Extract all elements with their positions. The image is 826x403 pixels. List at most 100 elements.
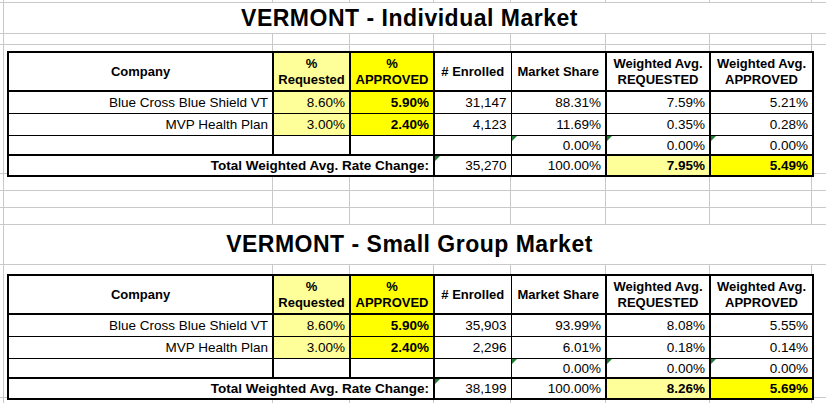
gridline-horizontal xyxy=(0,190,826,191)
header-enrolled[interactable]: # Enrolled xyxy=(434,275,511,314)
cell-pct-approved[interactable]: 2.40% xyxy=(350,114,434,136)
header-line: % xyxy=(274,279,349,295)
cell-market-share[interactable]: 0.00% xyxy=(511,136,606,156)
cell-company[interactable] xyxy=(8,359,273,379)
cell-pct-approved[interactable]: 5.90% xyxy=(350,314,434,337)
header-line: Weighted Avg. xyxy=(711,279,812,295)
cell-enrolled[interactable]: 35,903 xyxy=(434,314,511,337)
header-line: Weighted Avg. xyxy=(607,56,709,72)
table-row: MVP Health Plan 3.00% 2.40% 2,296 6.01% … xyxy=(8,337,813,359)
cell-enrolled[interactable] xyxy=(434,359,511,379)
header-market-share[interactable]: Market Share xyxy=(511,52,606,91)
cell-weighted-avg-approved[interactable]: 0.28% xyxy=(710,114,813,136)
header-line: REQUESTED xyxy=(607,72,709,88)
total-weighted-avg-requested[interactable]: 7.95% xyxy=(606,155,710,176)
cell-enrolled[interactable]: 4,123 xyxy=(434,114,511,136)
total-weighted-avg-approved[interactable]: 5.69% xyxy=(710,378,813,399)
spreadsheet-page: VERMONT - Individual Market VERMONT - Sm… xyxy=(0,0,826,403)
cell-enrolled[interactable] xyxy=(434,136,511,156)
header-pct-requested[interactable]: % Requested xyxy=(273,275,350,314)
cell-pct-approved[interactable] xyxy=(350,359,434,379)
header-line: % xyxy=(351,279,433,295)
cell-pct-approved[interactable]: 2.40% xyxy=(350,337,434,359)
header-company[interactable]: Company xyxy=(8,52,273,91)
cell-value: 0.00% xyxy=(667,138,705,153)
cell-company[interactable] xyxy=(8,136,273,156)
cell-pct-requested[interactable]: 3.00% xyxy=(273,337,350,359)
total-weighted-avg-requested[interactable]: 8.26% xyxy=(606,378,710,399)
total-enrolled[interactable]: 35,270 xyxy=(434,155,511,176)
cell-weighted-avg-requested[interactable]: 0.35% xyxy=(606,114,710,136)
cell-pct-requested[interactable] xyxy=(273,136,350,156)
total-weighted-avg-approved[interactable]: 5.49% xyxy=(710,155,813,176)
cell-value: 0.00% xyxy=(563,361,601,376)
cell-pct-requested[interactable] xyxy=(273,359,350,379)
header-line: APPROVED xyxy=(351,295,433,311)
header-market-share[interactable]: Market Share xyxy=(511,275,606,314)
header-line: % xyxy=(274,56,349,72)
cell-market-share[interactable]: 88.31% xyxy=(511,91,606,114)
gridline-horizontal xyxy=(0,207,826,208)
cell-weighted-avg-approved[interactable]: 0.14% xyxy=(710,337,813,359)
cell-value: 0.00% xyxy=(770,138,808,153)
total-market-share[interactable]: 100.00% xyxy=(511,155,606,176)
cell-enrolled[interactable]: 2,296 xyxy=(434,337,511,359)
cell-market-share[interactable]: 93.99% xyxy=(511,314,606,337)
header-line: % xyxy=(351,56,433,72)
cell-company[interactable]: MVP Health Plan xyxy=(8,114,273,136)
cell-market-share[interactable]: 0.00% xyxy=(511,359,606,379)
header-company[interactable]: Company xyxy=(8,275,273,314)
cell-flag-triangle xyxy=(711,359,716,364)
cell-pct-approved[interactable] xyxy=(350,136,434,156)
table-row: 0.00% 0.00% 0.00% xyxy=(8,359,813,379)
gridline-horizontal xyxy=(0,44,826,45)
header-line: APPROVED xyxy=(711,72,812,88)
total-enrolled[interactable]: 38,199 xyxy=(434,378,511,399)
header-pct-requested[interactable]: % Requested xyxy=(273,52,350,91)
header-pct-approved[interactable]: % APPROVED xyxy=(350,275,434,314)
header-weighted-avg-requested[interactable]: Weighted Avg. REQUESTED xyxy=(606,275,710,314)
cell-value: 0.00% xyxy=(563,138,601,153)
cell-pct-requested[interactable]: 3.00% xyxy=(273,114,350,136)
header-row: Company % Requested % APPROVED # Enrolle… xyxy=(8,275,813,314)
cell-company[interactable]: Blue Cross Blue Shield VT xyxy=(8,314,273,337)
table-row: Blue Cross Blue Shield VT 8.60% 5.90% 35… xyxy=(8,314,813,337)
cell-flag-triangle xyxy=(435,156,440,161)
cell-weighted-avg-requested[interactable]: 0.18% xyxy=(606,337,710,359)
header-weighted-avg-approved[interactable]: Weighted Avg. APPROVED xyxy=(710,275,813,314)
cell-weighted-avg-approved[interactable]: 0.00% xyxy=(710,136,813,156)
individual-market-title[interactable]: VERMONT - Individual Market xyxy=(7,3,812,33)
cell-weighted-avg-requested[interactable]: 0.00% xyxy=(606,359,710,379)
header-enrolled[interactable]: # Enrolled xyxy=(434,52,511,91)
cell-market-share[interactable]: 11.69% xyxy=(511,114,606,136)
header-weighted-avg-approved[interactable]: Weighted Avg. APPROVED xyxy=(710,52,813,91)
table-row: MVP Health Plan 3.00% 2.40% 4,123 11.69%… xyxy=(8,114,813,136)
cell-weighted-avg-requested[interactable]: 8.08% xyxy=(606,314,710,337)
table-row: 0.00% 0.00% 0.00% xyxy=(8,136,813,156)
header-row: Company % Requested % APPROVED # Enrolle… xyxy=(8,52,813,91)
header-line: APPROVED xyxy=(711,295,812,311)
cell-pct-requested[interactable]: 8.60% xyxy=(273,314,350,337)
cell-company[interactable]: MVP Health Plan xyxy=(8,337,273,359)
cell-enrolled[interactable]: 31,147 xyxy=(434,91,511,114)
total-label[interactable]: Total Weighted Avg. Rate Change: xyxy=(8,155,434,176)
cell-weighted-avg-approved[interactable]: 5.21% xyxy=(710,91,813,114)
cell-weighted-avg-requested[interactable]: 7.59% xyxy=(606,91,710,114)
total-market-share[interactable]: 100.00% xyxy=(511,378,606,399)
gridline-horizontal xyxy=(0,33,826,34)
cell-company[interactable]: Blue Cross Blue Shield VT xyxy=(8,91,273,114)
cell-pct-approved[interactable]: 5.90% xyxy=(350,91,434,114)
cell-weighted-avg-approved[interactable]: 5.55% xyxy=(710,314,813,337)
header-pct-approved[interactable]: % APPROVED xyxy=(350,52,434,91)
cell-market-share[interactable]: 6.01% xyxy=(511,337,606,359)
cell-weighted-avg-approved[interactable]: 0.00% xyxy=(710,359,813,379)
header-weighted-avg-requested[interactable]: Weighted Avg. REQUESTED xyxy=(606,52,710,91)
total-label[interactable]: Total Weighted Avg. Rate Change: xyxy=(8,378,434,399)
cell-flag-triangle xyxy=(607,359,612,364)
cell-pct-requested[interactable]: 8.60% xyxy=(273,91,350,114)
small-group-market-title[interactable]: VERMONT - Small Group Market xyxy=(7,225,812,264)
total-row: Total Weighted Avg. Rate Change: 35,270 … xyxy=(8,155,813,176)
cell-weighted-avg-requested[interactable]: 0.00% xyxy=(606,136,710,156)
cell-value: 0.00% xyxy=(770,361,808,376)
cell-flag-triangle xyxy=(607,136,612,141)
